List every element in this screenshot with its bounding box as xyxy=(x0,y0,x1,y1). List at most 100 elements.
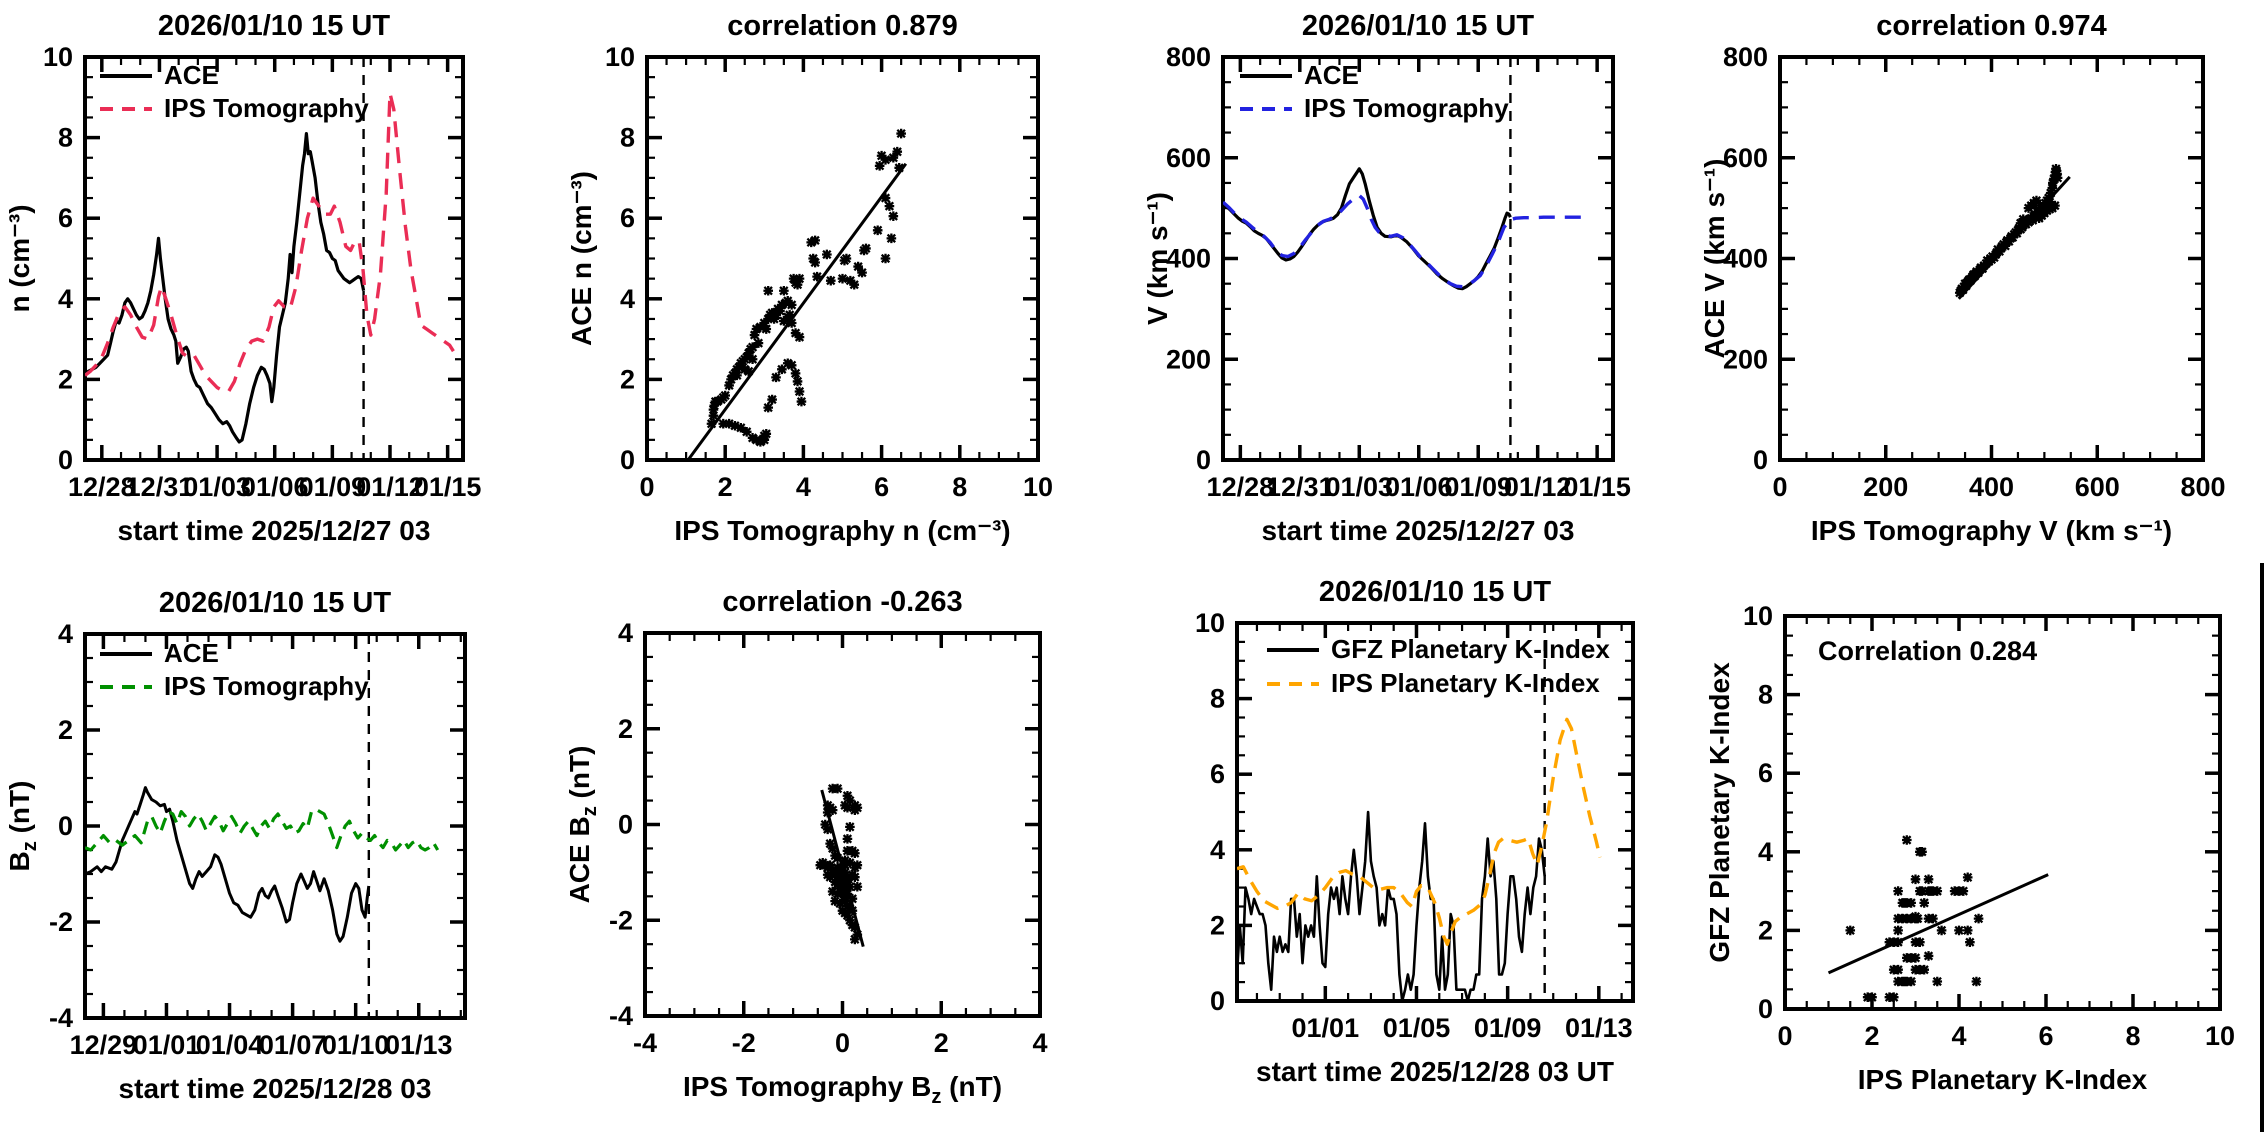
data-layer xyxy=(85,634,440,1018)
series-1-line xyxy=(1223,193,1582,289)
chart-panel-density-timeseries: 2026/01/10 15 UT 12/28 12/31 01/03 01/06 01/0… xyxy=(0,0,566,571)
x-tick-label: 4 xyxy=(1951,1021,1966,1051)
y-tick-label: 200 xyxy=(1166,344,1211,374)
panel-bz-timeseries-svg: 2026/01/10 15 UT12/2901/0101/0401/0701/1… xyxy=(4,587,467,1104)
y-tick-label: 400 xyxy=(1166,244,1211,274)
y-tick-label: 200 xyxy=(1723,344,1768,374)
x-tick-label: 01/09 xyxy=(1474,1013,1542,1043)
x-tick-label: 2 xyxy=(1864,1021,1879,1051)
y-tick-label: 10 xyxy=(43,42,73,72)
y-tick-label: 600 xyxy=(1723,143,1768,173)
x-axis-label: start time 2025/12/27 03 xyxy=(118,515,431,546)
fit-line xyxy=(820,789,865,947)
y-tick-label: 0 xyxy=(1758,994,1773,1024)
panel-title: 2026/01/10 15 UT xyxy=(1302,10,1534,42)
axis-ticks xyxy=(1778,55,2205,462)
axis-ticks xyxy=(1783,614,2222,1011)
chart-panel-kindex-timeseries: 2026/01/10 15 UT 01/01 01/05 01/09 01/13 0 2 4 6… xyxy=(1132,566,1698,1132)
y-tick-label: 0 xyxy=(620,445,635,475)
y-axis-label: ACE V (km s⁻¹) xyxy=(1699,159,1730,359)
x-axis-label: IPS Tomography Bz (nT) xyxy=(683,1071,1002,1108)
scatter-points xyxy=(706,128,906,447)
panel-title: 2026/01/10 15 UT xyxy=(1319,576,1551,608)
x-tick-label: 01/13 xyxy=(1565,1013,1633,1043)
x-tick-label: 01/01 xyxy=(133,1030,201,1060)
axis-ticks xyxy=(645,55,1040,462)
data-layer xyxy=(85,57,455,460)
y-tick-label: 4 xyxy=(58,284,73,314)
series-1-line xyxy=(85,807,440,852)
x-tick-label: 01/03 xyxy=(183,472,251,502)
y-tick-label: 8 xyxy=(620,123,635,153)
y-tick-label: 600 xyxy=(1166,143,1211,173)
y-tick-label: 6 xyxy=(1210,759,1225,789)
x-axis-label: IPS Tomography n (cm⁻³) xyxy=(674,515,1010,546)
x-tick-label: 12/28 xyxy=(68,472,136,502)
x-tick-label: 01/05 xyxy=(1383,1013,1451,1043)
legend-label: IPS Tomography xyxy=(164,671,369,701)
fit-line xyxy=(1957,175,2071,300)
y-tick-label: 4 xyxy=(1758,837,1773,867)
x-tick-label: 12/31 xyxy=(126,472,194,502)
series-0-line xyxy=(1223,167,1512,291)
axis-ticks xyxy=(643,631,1042,1018)
x-tick-label: 400 xyxy=(1969,472,2014,502)
y-axis-label: ACE n (cm⁻³) xyxy=(566,171,597,346)
panel-title: correlation -0.263 xyxy=(722,586,962,618)
cropped-next-panel-edge xyxy=(2260,563,2264,1132)
x-axis-label: IPS Tomography V (km s⁻¹) xyxy=(1811,515,2172,546)
x-tick-label: 0 xyxy=(639,472,654,502)
panel-title: correlation 0.879 xyxy=(727,10,958,42)
y-tick-label: 0 xyxy=(1753,445,1768,475)
x-axis-label: IPS Planetary K-Index xyxy=(1858,1064,2148,1095)
chart-panel-velocity-timeseries: 2026/01/10 15 UT 12/28 12/31 01/03 01/06 01/0… xyxy=(1132,0,1698,571)
fit-line xyxy=(1827,873,2049,975)
series-0-line xyxy=(85,786,371,943)
x-tick-label: 01/12 xyxy=(356,472,424,502)
chart-panel-bz-timeseries: 2026/01/10 15 UT 12/29 01/01 01/04 01/07 01/1… xyxy=(0,566,566,1132)
legend-label: IPS Tomography xyxy=(1304,93,1509,123)
chart-panel-density-scatter: correlation 0.879 0 2 4 6 8 10 0 2 4 6 8 10 IPS Tomog… xyxy=(566,0,1132,571)
x-tick-label: 6 xyxy=(874,472,889,502)
x-tick-label: 01/15 xyxy=(1563,472,1631,502)
panel-title: correlation 0.974 xyxy=(1876,10,2107,42)
y-axis-label: Bz (nT) xyxy=(4,781,41,872)
x-tick-label: 01/13 xyxy=(385,1030,453,1060)
y-axis-label: GFZ Planetary K-Index xyxy=(1704,662,1735,963)
y-tick-label: 4 xyxy=(58,619,73,649)
correlation-annotation: Correlation 0.284 xyxy=(1818,636,2037,666)
y-tick-label: 0 xyxy=(1210,986,1225,1016)
y-tick-label: 2 xyxy=(58,715,73,745)
y-tick-label: 0 xyxy=(58,445,73,475)
x-tick-label: 01/10 xyxy=(322,1030,390,1060)
x-tick-label: 8 xyxy=(2125,1021,2140,1051)
chart-panel-kindex-scatter: 0 2 4 6 8 10 0 2 4 6 8 10 IPS Planetary K-Index GFZ P… xyxy=(1698,566,2264,1132)
data-layer xyxy=(1827,835,2049,1003)
x-tick-label: 01/04 xyxy=(196,1030,264,1060)
panel-kindex-scatter-svg: 0 2 4 6 8 10 0 2 4 6 8 10 IPS Planetary K-Index GFZ P… xyxy=(1704,601,2235,1095)
x-tick-label: 600 xyxy=(2075,472,2120,502)
scatter-points xyxy=(1845,835,1984,1003)
scatter-points xyxy=(1954,164,2063,298)
x-tick-label: 2 xyxy=(718,472,733,502)
panel-kindex-timeseries-svg: 2026/01/10 15 UT 01/01 01/05 01/09 01/13 0 2 4 6… xyxy=(1195,576,1635,1087)
y-tick-label: 4 xyxy=(618,618,633,648)
x-tick-label: 01/06 xyxy=(241,472,309,502)
plot-frame xyxy=(1783,614,2222,1011)
x-tick-label: 6 xyxy=(2038,1021,2053,1051)
y-tick-label: 2 xyxy=(618,714,633,744)
y-tick-label: 4 xyxy=(620,284,635,314)
y-tick-label: 2 xyxy=(1210,910,1225,940)
x-tick-label: 12/31 xyxy=(1266,472,1334,502)
panel-bz-scatter-svg: correlation -0.263 -4 -2 0 2 4 -4 -2 0 2 4 IPS Tomo… xyxy=(564,586,1048,1108)
panel-title: 2026/01/10 15 UT xyxy=(159,587,391,619)
chart-panel-velocity-scatter: correlation 0.974 0 200 400 600 800 0 200 400 600… xyxy=(1698,0,2264,571)
panel-velocity-scatter-svg: correlation 0.974 0 200 400 600 800 0 200 400 600… xyxy=(1699,10,2226,546)
x-tick-label: 200 xyxy=(1863,472,1908,502)
data-layer xyxy=(815,783,865,947)
x-tick-label: 10 xyxy=(2205,1021,2235,1051)
x-tick-label: 12/28 xyxy=(1207,472,1275,502)
y-tick-label: -2 xyxy=(49,907,73,937)
y-tick-label: 6 xyxy=(58,203,73,233)
